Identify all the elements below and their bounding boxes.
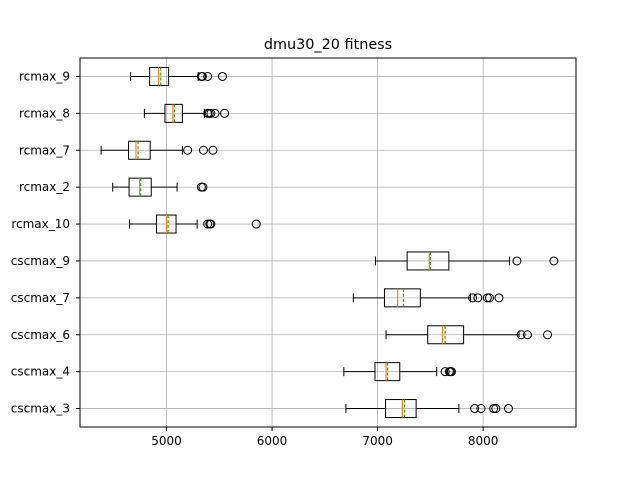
x-tick-label: 5000 xyxy=(151,434,182,448)
y-tick-label: rcmax_7 xyxy=(19,143,70,157)
outlier-point xyxy=(494,293,504,303)
outlier-point xyxy=(473,293,483,303)
outlier-point xyxy=(489,404,499,414)
outlier-point xyxy=(512,256,522,266)
x-tick-label: 8000 xyxy=(468,434,499,448)
outlier-point xyxy=(482,293,492,303)
chart-title: dmu30_20 fitness xyxy=(264,37,392,53)
x-tick-label: 7000 xyxy=(362,434,393,448)
iqr-box xyxy=(406,251,450,271)
y-tick-label: cscmax_9 xyxy=(11,254,70,268)
box-cscmax_9 xyxy=(374,251,559,271)
outlier-point xyxy=(476,404,486,414)
axes: 5000 6000 7000 8000 cscmax_3 cscmax_4 cscmax_6… xyxy=(11,57,577,448)
outlier-point xyxy=(220,108,230,118)
plot-frame xyxy=(79,57,577,428)
outlier-point xyxy=(470,404,480,414)
outlier-point xyxy=(522,330,532,340)
box-rcmax_9 xyxy=(130,66,227,86)
outlier-point xyxy=(503,404,513,414)
outlier-point xyxy=(549,256,559,266)
outlier-point xyxy=(198,145,208,155)
outlier-point xyxy=(543,330,553,340)
box-rcmax_8 xyxy=(143,103,230,123)
outlier-point xyxy=(208,145,218,155)
outlier-point xyxy=(491,404,501,414)
outlier-point xyxy=(210,108,220,118)
box-rcmax_7 xyxy=(100,140,218,160)
box-cscmax_3 xyxy=(345,399,513,419)
outlier-point xyxy=(251,219,261,229)
iqr-box xyxy=(164,103,183,123)
iqr-box xyxy=(385,399,417,419)
x-tick-label: 6000 xyxy=(257,434,288,448)
y-tick-label: rcmax_8 xyxy=(19,106,70,120)
box-cscmax_6 xyxy=(385,325,553,345)
outlier-point xyxy=(440,367,450,377)
y-tick-label: cscmax_7 xyxy=(11,291,70,305)
outlier-point xyxy=(197,71,207,81)
outlier-point xyxy=(203,71,213,81)
y-tick-label: rcmax_9 xyxy=(19,69,70,83)
box-cscmax_7 xyxy=(352,288,504,308)
outlier-point xyxy=(468,293,478,303)
box-rcmax_2 xyxy=(112,177,208,197)
y-tick-label: cscmax_4 xyxy=(11,365,70,379)
outlier-point xyxy=(206,219,216,229)
outlier-point xyxy=(183,145,193,155)
box-rcmax_10 xyxy=(129,214,261,234)
outlier-point xyxy=(198,182,208,192)
outlier-point xyxy=(203,219,213,229)
outlier-point xyxy=(446,367,456,377)
y-tick-label: rcmax_10 xyxy=(11,217,70,231)
box-series xyxy=(100,66,559,419)
outlier-point xyxy=(484,293,494,303)
y-tick-label: cscmax_3 xyxy=(11,402,70,416)
y-tick-label: cscmax_6 xyxy=(11,328,70,342)
outlier-point xyxy=(217,71,227,81)
outlier-point xyxy=(516,330,526,340)
iqr-box xyxy=(383,288,421,308)
y-tick-label: rcmax_2 xyxy=(19,180,70,194)
box-cscmax_4 xyxy=(343,362,456,382)
iqr-box xyxy=(128,140,151,160)
outlier-point xyxy=(206,108,216,118)
